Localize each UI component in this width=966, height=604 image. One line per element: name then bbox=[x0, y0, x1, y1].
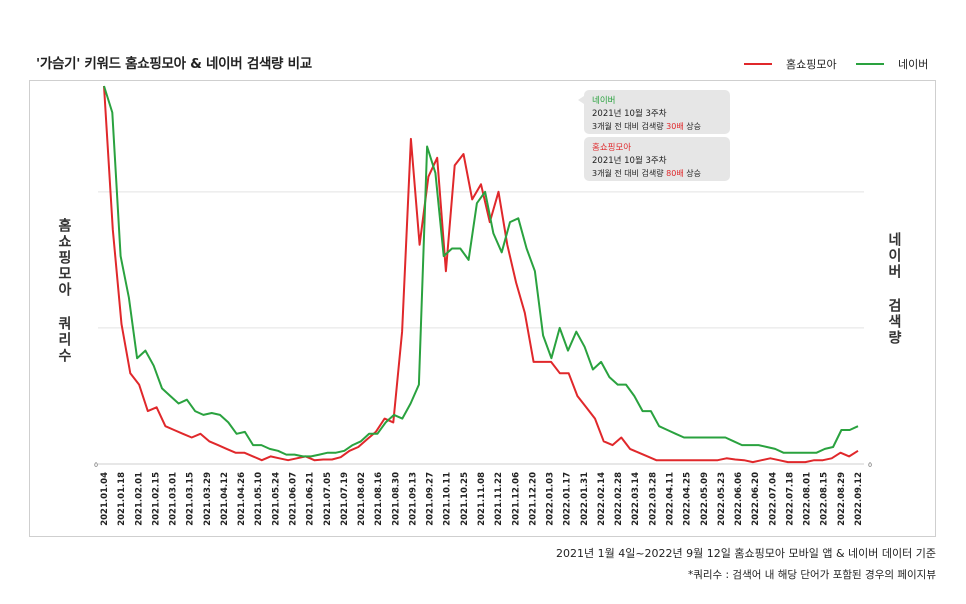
x-tick-label: 2022.07.04 bbox=[768, 472, 778, 526]
x-tick-label: 2021.08.16 bbox=[374, 472, 384, 526]
x-tick-label: 2021.04.26 bbox=[237, 472, 247, 526]
x-tick-label: 2021.12.20 bbox=[528, 472, 538, 526]
callout-detail-suffix: 상승 bbox=[684, 121, 701, 131]
x-tick-label: 2022.05.09 bbox=[700, 472, 710, 526]
callout-detail-text: 3개월 전 대비 검색량 bbox=[592, 121, 666, 131]
x-tick-label: 2022.04.11 bbox=[666, 472, 676, 526]
x-tick-label: 2021.05.24 bbox=[271, 472, 281, 526]
series-line-homeshoppingmoa bbox=[103, 85, 859, 464]
x-tick-label: 2022.08.01 bbox=[803, 472, 813, 526]
callout-pointer bbox=[578, 96, 584, 104]
callout-name: 네이버 bbox=[592, 95, 615, 106]
x-tick-label: 2022.09.12 bbox=[854, 472, 864, 526]
x-tick-label: 2021.03.01 bbox=[169, 472, 179, 526]
x-tick-label: 2022.05.23 bbox=[717, 472, 727, 526]
callout-date: 2021년 10월 3주차 bbox=[592, 108, 667, 119]
x-tick-label: 2022.02.14 bbox=[597, 472, 607, 526]
x-tick-label: 2021.03.29 bbox=[203, 472, 213, 526]
x-tick-label: 2021.11.22 bbox=[494, 472, 504, 526]
x-tick-label: 2021.02.01 bbox=[134, 472, 144, 526]
x-tick-label: 2021.10.11 bbox=[443, 472, 453, 526]
x-tick-label: 2021.01.18 bbox=[117, 472, 127, 526]
legend-item-naver: 네이버 bbox=[856, 56, 928, 72]
callout-name: 홈쇼핑모아 bbox=[592, 142, 631, 153]
x-tick-label: 2021.05.10 bbox=[254, 472, 264, 526]
legend-item-homeshoppingmoa: 홈쇼핑모아 bbox=[744, 56, 837, 72]
x-tick-label: 2021.12.06 bbox=[511, 472, 521, 526]
x-tick-label: 2021.06.21 bbox=[306, 472, 316, 526]
chart-title: '가슴기' 키워드 홈쇼핑모아 & 네이버 검색량 비교 bbox=[36, 56, 312, 72]
x-tick-label: 2021.08.30 bbox=[391, 472, 401, 526]
zero-label-left: 0 bbox=[94, 462, 98, 469]
x-tick-label: 2022.08.29 bbox=[837, 472, 847, 526]
x-tick-label: 2022.01.03 bbox=[546, 472, 556, 526]
callout-box-0 bbox=[584, 90, 730, 134]
legend-swatch-red bbox=[744, 63, 772, 65]
x-tick-label: 2021.09.27 bbox=[426, 472, 436, 526]
x-tick-label: 2022.06.20 bbox=[751, 472, 761, 526]
x-tick-label: 2022.06.06 bbox=[734, 472, 744, 526]
x-tick-label: 2021.02.15 bbox=[151, 472, 161, 526]
callout-box-1 bbox=[584, 137, 730, 181]
x-tick-label: 2021.06.07 bbox=[289, 472, 299, 526]
zero-label-right: 0 bbox=[868, 462, 872, 469]
callout-detail-text: 3개월 전 대비 검색량 bbox=[592, 168, 666, 178]
x-tick-label: 2022.02.28 bbox=[614, 472, 624, 526]
footer-note: *쿼리수 : 검색어 내 해당 단어가 포함된 경우의 페이지뷰 bbox=[687, 569, 936, 581]
x-tick-label: 2022.07.18 bbox=[785, 472, 795, 526]
x-tick-label: 2022.01.31 bbox=[580, 472, 590, 526]
x-tick-label: 2022.03.14 bbox=[631, 472, 641, 526]
right-axis-label: 네이버 검색량 bbox=[886, 232, 902, 346]
callout-date: 2021년 10월 3주차 bbox=[592, 155, 667, 166]
callout-detail-suffix: 상승 bbox=[684, 168, 701, 178]
callout-multiplier: 30배 bbox=[666, 122, 684, 131]
chart-frame bbox=[29, 80, 936, 537]
x-tick-label: 2021.01.04 bbox=[100, 472, 110, 526]
x-tick-label: 2021.03.15 bbox=[186, 472, 196, 526]
series-line-naver bbox=[103, 85, 859, 458]
legend-label-homeshoppingmoa: 홈쇼핑모아 bbox=[786, 58, 837, 71]
x-tick-label: 2021.11.08 bbox=[477, 472, 487, 526]
callout-detail: 3개월 전 대비 검색량 80배 상승 bbox=[592, 168, 701, 178]
x-tick-label: 2021.04.12 bbox=[220, 472, 230, 526]
x-tick-label: 2022.08.15 bbox=[820, 472, 830, 526]
left-axis-label: 홈쇼핑모아 쿼리수 bbox=[56, 218, 72, 364]
x-tick-label: 2021.08.02 bbox=[357, 472, 367, 526]
x-tick-label: 2022.04.25 bbox=[683, 472, 693, 526]
x-tick-label: 2021.09.13 bbox=[408, 472, 418, 526]
callout-detail: 3개월 전 대비 검색량 30배 상승 bbox=[592, 121, 701, 131]
callout-multiplier: 80배 bbox=[666, 169, 684, 178]
legend-swatch-green bbox=[856, 63, 884, 65]
x-tick-label: 2021.07.19 bbox=[340, 472, 350, 526]
legend-label-naver: 네이버 bbox=[898, 58, 929, 71]
x-tick-label: 2021.10.25 bbox=[460, 472, 470, 526]
x-tick-label: 2022.01.17 bbox=[563, 472, 573, 526]
footer-source: 2021년 1월 4일~2022년 9월 12일 홈쇼핑모아 모바일 앱 & 네… bbox=[556, 547, 936, 560]
x-tick-label: 2021.07.05 bbox=[323, 472, 333, 526]
x-tick-label: 2022.03.28 bbox=[648, 472, 658, 526]
